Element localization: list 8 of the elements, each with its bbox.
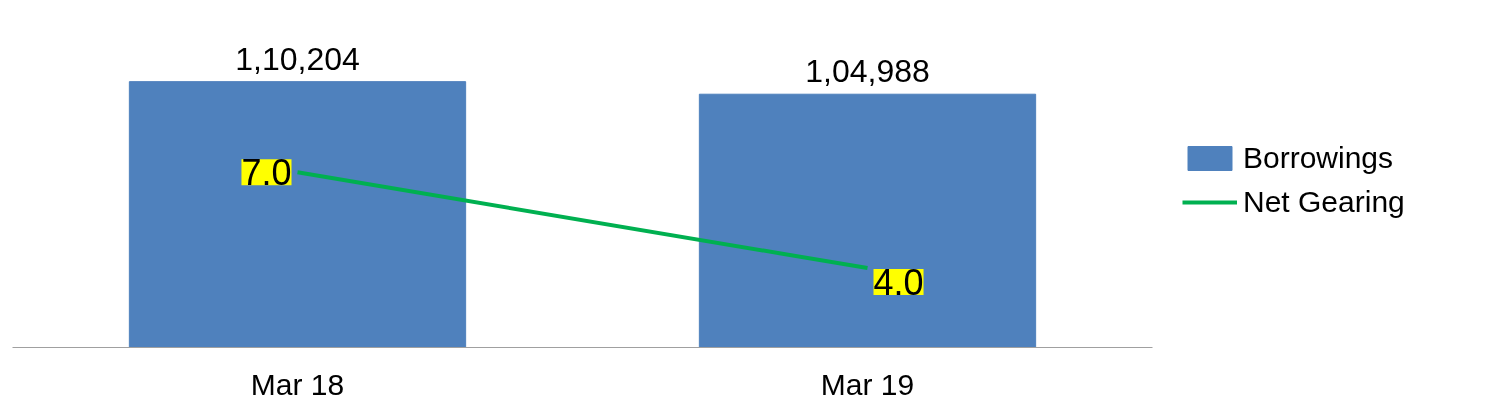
legend-label: Net Gearing	[1243, 184, 1405, 219]
data-label: 4.0	[873, 262, 924, 304]
data-label: 1,04,988	[805, 53, 930, 90]
legend-label: Borrowings	[1243, 140, 1394, 175]
x-tick-label: Mar 18	[250, 367, 345, 401]
x-tick-label: Mar 19	[820, 367, 915, 401]
data-label: 7.0	[241, 152, 292, 194]
data-label: 1,10,204	[235, 40, 360, 77]
